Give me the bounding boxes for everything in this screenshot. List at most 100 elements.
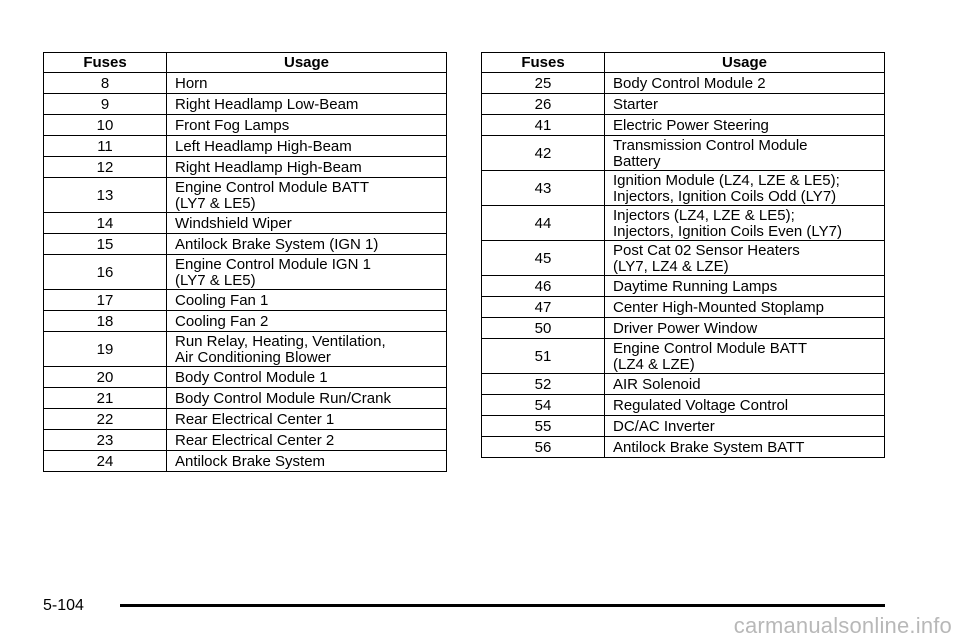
table-row: 43 Ignition Module (LZ4, LZE & LE5); Injec…	[481, 170, 885, 206]
fuse-number: 52	[481, 373, 605, 395]
table-row: 11 Left Headlamp High-Beam	[43, 135, 447, 157]
fuse-number: 19	[43, 331, 167, 367]
fuse-number: 26	[481, 93, 605, 115]
fuse-table-left: Fuses Usage 8 Horn 9 Right Headlamp Low-Bea…	[43, 52, 447, 472]
table-row: 46 Daytime Running Lamps	[481, 275, 885, 297]
fuse-usage: Transmission Control Module Battery	[604, 135, 885, 171]
fuse-usage: AIR Solenoid	[604, 373, 885, 395]
table-row: 10 Front Fog Lamps	[43, 114, 447, 136]
table-row: 8 Horn	[43, 72, 447, 94]
fuse-usage: Electric Power Steering	[604, 114, 885, 136]
column-header-usage: Usage	[604, 52, 885, 73]
table-row: 52 AIR Solenoid	[481, 373, 885, 395]
table-row: 41 Electric Power Steering	[481, 114, 885, 136]
fuse-number: 9	[43, 93, 167, 115]
fuse-table-right-body: 25 Body Control Module 2 26 Starter 41 Electr…	[481, 72, 885, 458]
fuse-table-left-body: 8 Horn 9 Right Headlamp Low-Beam 10 Front Fog…	[43, 72, 447, 472]
fuse-usage: Antilock Brake System	[166, 450, 447, 472]
watermark: carmanualsonline.info	[733, 613, 952, 638]
fuse-usage: Cooling Fan 1	[166, 289, 447, 311]
fuse-number: 56	[481, 436, 605, 458]
table-row: 45 Post Cat 02 Sensor Heaters (LY7, LZ4 & …	[481, 240, 885, 276]
fuse-number: 44	[481, 205, 605, 241]
fuse-number: 50	[481, 317, 605, 339]
table-row: 12 Right Headlamp High-Beam	[43, 156, 447, 178]
column-header-usage: Usage	[166, 52, 447, 73]
fuse-number: 12	[43, 156, 167, 178]
table-row: 18 Cooling Fan 2	[43, 310, 447, 332]
column-header-fuses: Fuses	[481, 52, 605, 73]
fuse-usage: Antilock Brake System BATT	[604, 436, 885, 458]
fuse-usage: Left Headlamp High-Beam	[166, 135, 447, 157]
table-row: 26 Starter	[481, 93, 885, 115]
table-row: 14 Windshield Wiper	[43, 212, 447, 234]
fuse-number: 24	[43, 450, 167, 472]
fuse-number: 17	[43, 289, 167, 311]
table-row: 55 DC/AC Inverter	[481, 415, 885, 437]
fuse-usage: Cooling Fan 2	[166, 310, 447, 332]
fuse-number: 13	[43, 177, 167, 213]
fuse-usage: Body Control Module 2	[604, 72, 885, 94]
fuse-number: 20	[43, 366, 167, 388]
fuse-usage: Body Control Module Run/Crank	[166, 387, 447, 409]
fuse-number: 8	[43, 72, 167, 94]
fuse-usage: Engine Control Module BATT (LZ4 & LZE)	[604, 338, 885, 374]
fuse-usage: Front Fog Lamps	[166, 114, 447, 136]
fuse-usage: Engine Control Module IGN 1 (LY7 & LE5)	[166, 254, 447, 290]
table-header-row: Fuses Usage	[43, 52, 447, 73]
table-row: 20 Body Control Module 1	[43, 366, 447, 388]
column-header-fuses: Fuses	[43, 52, 167, 73]
fuse-usage: Horn	[166, 72, 447, 94]
fuse-number: 47	[481, 296, 605, 318]
table-row: 47 Center High-Mounted Stoplamp	[481, 296, 885, 318]
table-row: 22 Rear Electrical Center 1	[43, 408, 447, 430]
fuse-number: 15	[43, 233, 167, 255]
table-row: 42 Transmission Control Module Battery	[481, 135, 885, 171]
fuse-number: 46	[481, 275, 605, 297]
fuse-usage: Regulated Voltage Control	[604, 394, 885, 416]
table-row: 54 Regulated Voltage Control	[481, 394, 885, 416]
fuse-usage: DC/AC Inverter	[604, 415, 885, 437]
fuse-usage: Ignition Module (LZ4, LZE & LE5); Injecto…	[604, 170, 885, 206]
fuse-usage: Right Headlamp High-Beam	[166, 156, 447, 178]
fuse-usage: Run Relay, Heating, Ventilation, Air Cond…	[166, 331, 447, 367]
fuse-number: 16	[43, 254, 167, 290]
fuse-number: 23	[43, 429, 167, 451]
fuse-number: 10	[43, 114, 167, 136]
table-row: 50 Driver Power Window	[481, 317, 885, 339]
fuse-usage: Right Headlamp Low-Beam	[166, 93, 447, 115]
table-row: 24 Antilock Brake System	[43, 450, 447, 472]
fuse-usage: Driver Power Window	[604, 317, 885, 339]
fuse-usage: Post Cat 02 Sensor Heaters (LY7, LZ4 & LZ…	[604, 240, 885, 276]
fuse-usage: Starter	[604, 93, 885, 115]
fuse-number: 11	[43, 135, 167, 157]
fuse-number: 43	[481, 170, 605, 206]
fuse-number: 18	[43, 310, 167, 332]
fuse-number: 14	[43, 212, 167, 234]
fuse-usage: Engine Control Module BATT (LY7 & LE5)	[166, 177, 447, 213]
fuse-usage: Antilock Brake System (IGN 1)	[166, 233, 447, 255]
page-number: 5-104	[43, 597, 84, 614]
table-row: 13 Engine Control Module BATT (LY7 & LE5)	[43, 177, 447, 213]
fuse-number: 54	[481, 394, 605, 416]
table-row: 15 Antilock Brake System (IGN 1)	[43, 233, 447, 255]
table-row: 19 Run Relay, Heating, Ventilation, Air Co…	[43, 331, 447, 367]
fuse-number: 45	[481, 240, 605, 276]
fuse-usage: Rear Electrical Center 1	[166, 408, 447, 430]
fuse-usage: Rear Electrical Center 2	[166, 429, 447, 451]
fuse-usage: Daytime Running Lamps	[604, 275, 885, 297]
table-row: 9 Right Headlamp Low-Beam	[43, 93, 447, 115]
table-row: 21 Body Control Module Run/Crank	[43, 387, 447, 409]
table-row: 25 Body Control Module 2	[481, 72, 885, 94]
fuse-number: 22	[43, 408, 167, 430]
footer-rule	[120, 604, 885, 607]
fuse-number: 55	[481, 415, 605, 437]
table-row: 16 Engine Control Module IGN 1 (LY7 & LE5)	[43, 254, 447, 290]
fuse-number: 51	[481, 338, 605, 374]
fuse-usage: Body Control Module 1	[166, 366, 447, 388]
fuse-number: 42	[481, 135, 605, 171]
fuse-usage: Windshield Wiper	[166, 212, 447, 234]
table-row: 23 Rear Electrical Center 2	[43, 429, 447, 451]
fuse-number: 41	[481, 114, 605, 136]
fuse-table-right: Fuses Usage 25 Body Control Module 2 26 Sta…	[481, 52, 885, 458]
